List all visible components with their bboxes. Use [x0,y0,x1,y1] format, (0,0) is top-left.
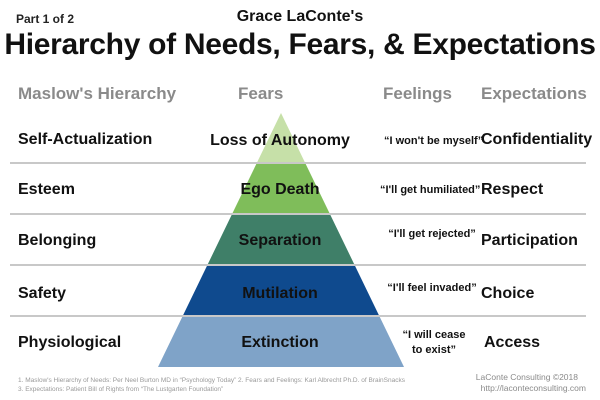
column-header-feelings: Feelings [383,84,452,103]
need-physiological: Physiological [18,334,122,351]
footnote-line-2: 3. Expectations: Patient Bill of Rights … [18,386,224,393]
author-line: Grace LaConte's [236,8,364,25]
fear-separation: Separation [238,232,322,249]
column-header-fears: Fears [238,84,284,103]
need-esteem: Esteem [18,181,75,198]
credit-url[interactable]: http://laconteconsulting.com [480,383,586,393]
row-divider [10,162,586,164]
part-indicator: Part 1 of 2 [16,12,75,26]
column-header-maslow: Maslow's Hierarchy [18,84,177,103]
pyramid-tier-esteem [232,163,330,214]
feeling-physiological-line2: to exist” [411,344,456,356]
expectation-confidentiality: Confidentiality [481,131,593,148]
pyramid-tier-belonging [207,214,355,265]
need-self-actualization: Self-Actualization [18,131,153,148]
row-divider [10,264,586,266]
fear-mutilation: Mutilation [242,285,318,302]
feeling-physiological-line1: “I will cease [402,329,466,341]
feeling-self-actualization: “I won't be myself” [384,135,484,147]
column-header-expectations: Expectations [481,84,587,103]
expectation-participation: Participation [481,232,578,249]
page-title: Hierarchy of Needs, Fears, & Expectation… [4,28,596,61]
feeling-belonging: “I'll get rejected” [388,228,476,240]
expectation-choice: Choice [481,285,535,302]
expectation-respect: Respect [481,181,544,198]
fear-extinction: Extinction [241,334,319,351]
fear-ego-death: Ego Death [240,181,320,198]
pyramid-tier-self-actualization [256,113,306,163]
fear-loss-of-autonomy: Loss of Autonomy [210,132,350,149]
footnote-line-1: 1. Maslow's Hierarchy of Needs: Per Neel… [18,377,405,384]
row-divider [10,213,586,215]
need-belonging: Belonging [18,232,97,249]
feeling-physiological: “I will cease to exist” [388,328,480,358]
credit-company: LaConte Consulting ©2018 [475,372,578,382]
feeling-safety: “I'll feel invaded” [387,282,477,294]
need-safety: Safety [18,285,67,302]
feeling-esteem: “I'll get humiliated” [380,184,481,196]
pyramid-tier-safety [182,265,380,316]
row-divider [10,315,586,317]
pyramid-tier-physiological [158,316,404,367]
expectation-access: Access [484,334,541,351]
